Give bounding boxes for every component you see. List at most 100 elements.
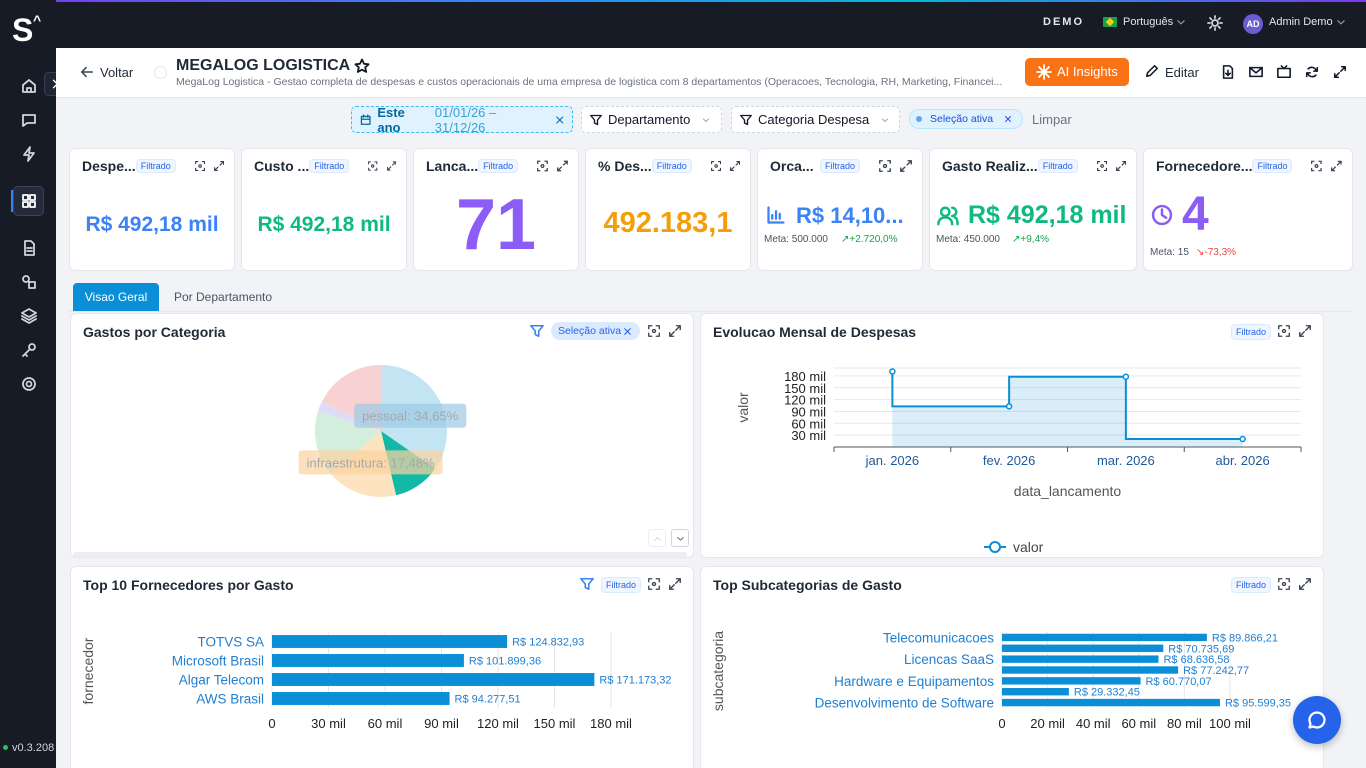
meta-label: Meta: xyxy=(764,234,790,245)
x-tick-label: 0 xyxy=(998,716,1005,731)
expand-icon[interactable] xyxy=(213,160,224,172)
back-button[interactable]: Voltar xyxy=(100,65,134,80)
delta-value: +9,4% xyxy=(1020,234,1050,245)
sparkle-icon xyxy=(1036,64,1052,80)
filter-icon[interactable] xyxy=(530,324,544,338)
kpi-value: 4 xyxy=(1182,188,1209,241)
chevron xyxy=(882,118,889,122)
slice-label: pessoal: 34,65% xyxy=(362,409,459,424)
logo[interactable]: S xyxy=(12,12,34,48)
tab-active[interactable]: Visao Geral xyxy=(73,283,159,311)
funnel-icon xyxy=(740,114,752,125)
expand-icon[interactable] xyxy=(1299,325,1311,337)
kpi-header: % Des... Filtrado xyxy=(598,158,740,174)
date-label: Este ano xyxy=(377,104,405,135)
y-axis-title: subcategoria xyxy=(710,631,726,711)
kpi-header: Lanca... Filtrado xyxy=(426,158,568,174)
expand-icon[interactable] xyxy=(669,325,681,337)
kpi-header: Despe... Filtrado xyxy=(82,158,224,174)
clear-icon[interactable] xyxy=(623,327,632,336)
scroll-up[interactable] xyxy=(648,529,666,547)
focus-icon[interactable] xyxy=(1278,578,1290,590)
category-label: Telecomunicacoes xyxy=(883,630,994,645)
kpi-header: Gasto Realiz... Filtrado xyxy=(942,158,1126,174)
focus-icon[interactable] xyxy=(368,160,378,172)
expand-icon[interactable] xyxy=(900,160,912,172)
clear-filters[interactable]: Limpar xyxy=(1032,112,1072,127)
language[interactable]: Português xyxy=(1123,16,1174,28)
expand-icon[interactable] xyxy=(557,160,568,172)
department-filter[interactable]: Departamento xyxy=(581,106,722,133)
fullscreen-icon[interactable] xyxy=(1333,65,1347,79)
layers-icon[interactable] xyxy=(21,308,37,324)
settings-icon[interactable] xyxy=(21,376,37,392)
expand-icon[interactable] xyxy=(669,578,681,590)
expand-icon[interactable] xyxy=(729,160,740,172)
expand-icon[interactable] xyxy=(386,160,396,172)
chart-card: 30 mil 60 mil 90 mil 120 mil 150 mil 180 mil j… xyxy=(700,313,1324,558)
tab[interactable]: Por Departamento xyxy=(174,290,273,304)
back-arrow[interactable] xyxy=(80,65,94,79)
focus-icon[interactable] xyxy=(648,578,660,590)
kpi-title: Gasto Realiz... xyxy=(942,158,1038,174)
value-label: R$ 171.173,32 xyxy=(599,675,671,687)
kpi-title: Orca... xyxy=(770,158,814,174)
email-icon[interactable] xyxy=(1249,65,1263,79)
tab-label: Visao Geral xyxy=(84,290,148,304)
key-icon[interactable] xyxy=(21,342,37,358)
active-selection[interactable]: Seleção ativa xyxy=(909,109,1023,129)
shapes-icon[interactable] xyxy=(21,274,37,290)
status-dot xyxy=(3,745,8,750)
edit-button[interactable]: Editar xyxy=(1165,65,1199,80)
focus-icon[interactable] xyxy=(537,160,549,172)
focus-icon[interactable] xyxy=(1278,325,1290,337)
expand-icon[interactable] xyxy=(1299,578,1311,590)
active-nav[interactable] xyxy=(13,186,44,216)
x-tick-label: 20 mil xyxy=(1030,716,1065,731)
category-label: Licencas SaaS xyxy=(904,652,994,667)
logo-mark: ^ xyxy=(33,12,42,28)
date-filter[interactable]: Este ano 01/01/26 – 31/12/26 xyxy=(351,104,573,135)
scroll-down[interactable] xyxy=(671,529,689,547)
refresh-icon[interactable] xyxy=(1305,65,1319,79)
focus-icon[interactable] xyxy=(1096,160,1107,172)
active-indicator xyxy=(11,190,13,212)
funnel-icon xyxy=(590,114,602,125)
favorite-star[interactable] xyxy=(354,58,370,74)
x-tick-label: 150 mil xyxy=(534,716,576,731)
clear-icon[interactable] xyxy=(555,115,564,125)
expand-icon[interactable] xyxy=(1115,160,1126,172)
filter-icon[interactable] xyxy=(580,577,594,591)
chat-icon[interactable] xyxy=(21,112,37,128)
focus-icon[interactable] xyxy=(879,160,891,172)
focus-icon[interactable] xyxy=(710,160,721,172)
document-icon[interactable] xyxy=(21,240,37,256)
export-pdf-icon[interactable] xyxy=(1221,65,1235,79)
focus-icon[interactable] xyxy=(194,160,205,172)
button-label: AI Insights xyxy=(1057,64,1118,79)
category-filter[interactable]: Categoria Despesa xyxy=(731,106,900,133)
legend-label: valor xyxy=(1013,539,1044,555)
bar xyxy=(1002,666,1179,674)
bolt-icon[interactable] xyxy=(21,146,37,162)
user-name[interactable]: Admin Demo xyxy=(1269,16,1333,28)
home-icon[interactable] xyxy=(21,78,37,94)
value-label: R$ 29.332,45 xyxy=(1074,687,1140,699)
selection-badge[interactable]: Seleção ativa xyxy=(551,322,641,340)
theme-toggle[interactable] xyxy=(1207,15,1223,31)
avatar[interactable]: AD xyxy=(1243,14,1263,34)
x-tick-label: 90 mil xyxy=(424,716,459,731)
expand-icon[interactable] xyxy=(1331,160,1342,172)
dashboard-icon[interactable] xyxy=(21,193,37,209)
tv-icon[interactable] xyxy=(1277,65,1291,79)
value-label: R$ 94.277,51 xyxy=(455,694,521,706)
kpi-header: Custo ... Filtrado xyxy=(254,158,396,174)
focus-icon[interactable] xyxy=(648,325,660,337)
chat-button[interactable] xyxy=(1293,696,1341,744)
clear-icon[interactable] xyxy=(1004,115,1012,123)
chevron xyxy=(1337,20,1345,25)
focus-icon[interactable] xyxy=(1311,160,1323,172)
selection-label: Seleção ativa xyxy=(930,113,994,125)
